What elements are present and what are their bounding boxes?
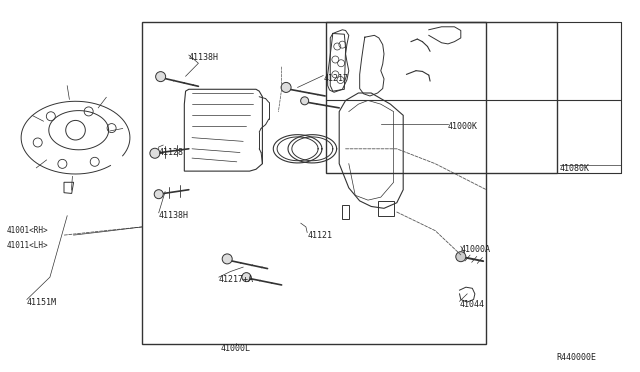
Bar [142,22,486,344]
Text: 41000A: 41000A [461,245,491,254]
Circle shape [242,273,251,282]
Circle shape [156,72,166,81]
Text: R440000E: R440000E [557,353,596,362]
Text: 41151M: 41151M [27,298,57,307]
Text: 41138H: 41138H [159,211,189,220]
Circle shape [154,190,163,199]
Circle shape [222,254,232,264]
Text: 41217: 41217 [323,74,348,83]
Text: 41128: 41128 [159,148,184,157]
Text: 41121: 41121 [307,231,332,240]
Text: 41044: 41044 [460,300,484,309]
Bar [326,22,557,173]
Text: 41000K: 41000K [448,122,478,131]
Text: 41000L: 41000L [221,344,250,353]
Circle shape [301,97,308,105]
Text: 41011<LH>: 41011<LH> [6,241,48,250]
Text: 41138H: 41138H [189,53,219,62]
Circle shape [150,148,160,158]
Circle shape [456,252,466,262]
Text: 41080K: 41080K [560,164,590,173]
Circle shape [281,83,291,92]
Text: 41217+A: 41217+A [219,275,254,284]
Text: 41001<RH>: 41001<RH> [6,226,48,235]
